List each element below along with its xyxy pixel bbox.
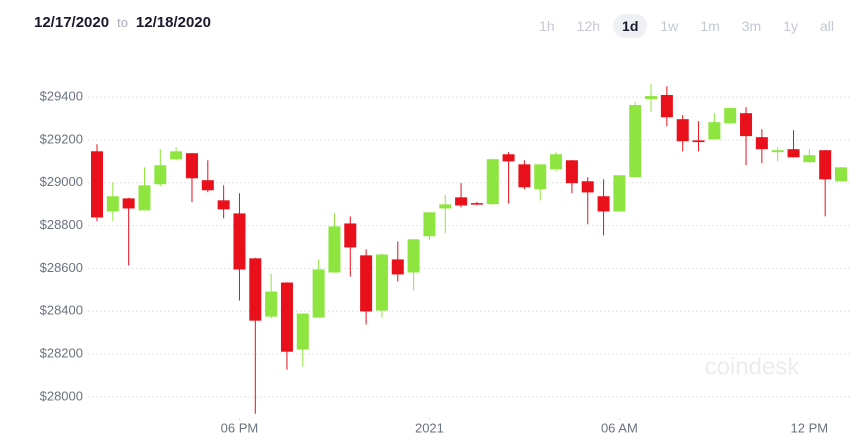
range-selector: 1h 12h 1d 1w 1m 3m 1y all [526,14,843,38]
candle-body [170,151,183,160]
candle-body [613,175,626,212]
candle-body [597,196,610,212]
range-button[interactable]: 1w [660,18,679,34]
candle-body [803,155,816,163]
date-range: 12/17/2020 to 12/18/2020 [34,14,211,31]
candle-body [455,197,468,206]
candle-body [423,212,436,237]
x-tick-label: 06 AM [601,420,638,435]
date-from: 12/17/2020 [34,14,110,31]
candle-body [407,239,420,273]
candle-body [280,282,293,352]
candle-body [787,149,800,158]
candle-body [344,223,357,248]
candle-body [534,164,547,190]
range-button[interactable]: 12h [576,18,601,34]
candle-body [676,119,689,142]
range-button[interactable]: 1d [613,14,648,38]
candle-body [328,226,341,273]
watermark: coindesk [705,353,801,380]
y-tick-label: $28600 [40,260,83,275]
range-button[interactable]: 1h [539,18,555,34]
candle-body [692,140,705,143]
candle-body [185,153,198,179]
candle-body [518,164,531,188]
candle-body [360,255,373,312]
x-tick-label: 2021 [415,420,444,435]
date-to: 12/18/2020 [135,14,211,31]
candle-body [265,291,278,317]
candle-body [470,203,483,205]
candle-body [296,313,309,350]
y-tick-label: $28200 [40,345,83,360]
candle-body [91,151,103,218]
y-tick-label: $28800 [40,217,83,232]
y-tick-label: $28400 [40,303,83,318]
candle-body [550,154,563,170]
candle-body [233,213,246,270]
y-tick-label: $28000 [40,388,83,403]
candle-body [249,258,262,321]
y-tick-label: $29000 [40,174,83,189]
x-tick-label: 06 PM [221,420,259,435]
candle-body [724,108,737,124]
x-tick-label: 12 PM [791,420,829,435]
candle-body [645,96,658,100]
candle-body [106,196,119,212]
range-button[interactable]: 3m [741,18,762,34]
candle-body [581,181,594,193]
candle-body [835,167,848,182]
y-tick-label: $29200 [40,131,83,146]
candle-body [755,137,768,150]
candle-body [375,254,388,311]
candle-body [154,165,167,185]
candle-body [122,198,135,209]
candle-body [565,160,578,184]
range-button[interactable]: 1y [783,18,798,34]
candle-body [138,185,151,211]
range-button[interactable]: all [819,18,834,34]
candle-body [201,180,214,191]
date-separator: to [117,15,128,30]
candle-body [660,94,673,118]
candle-body [819,150,832,180]
candle-body [708,122,721,140]
candle-body [740,113,753,137]
candle-body [771,150,784,153]
candle-body [502,154,515,162]
y-tick-label: $29400 [40,89,83,104]
candle-body [486,159,499,205]
range-button[interactable]: 1m [700,18,720,34]
candle-body [629,105,642,178]
candle-body [391,259,404,275]
candle-body [312,269,325,318]
candle-body [217,200,230,210]
candle-body [439,204,452,209]
